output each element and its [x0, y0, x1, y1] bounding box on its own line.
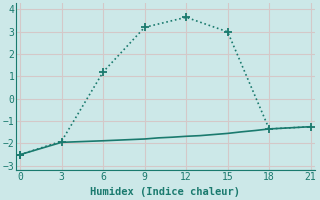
- X-axis label: Humidex (Indice chaleur): Humidex (Indice chaleur): [90, 187, 240, 197]
